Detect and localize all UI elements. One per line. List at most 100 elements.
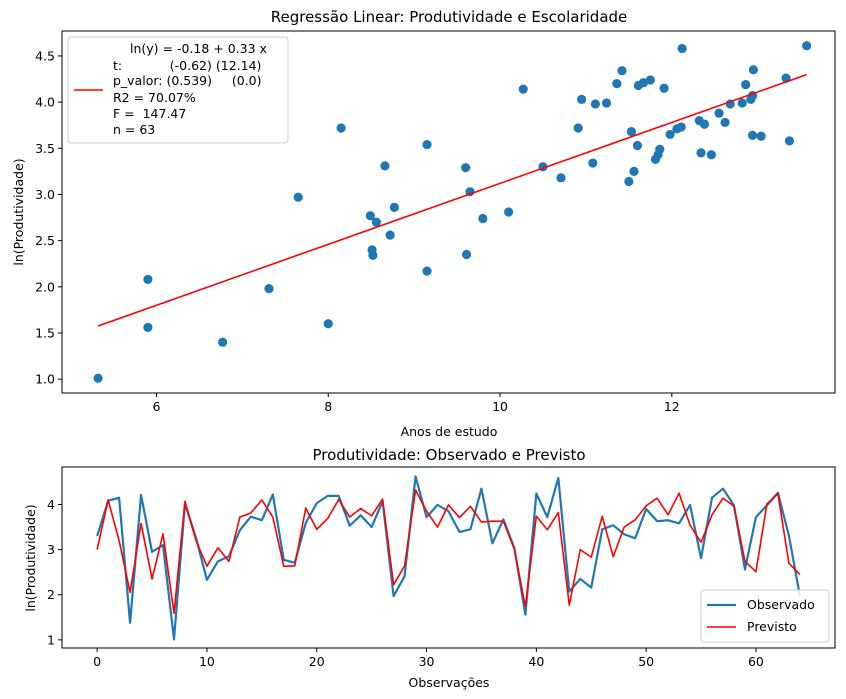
data-point (624, 176, 634, 187)
data-point (518, 84, 528, 94)
data-point (143, 322, 153, 333)
data-point (747, 130, 758, 140)
data-point (659, 83, 669, 93)
data-point (677, 43, 687, 54)
x-tick-label: 60 (748, 654, 764, 669)
y-tick-label: 2 (47, 587, 55, 602)
x-tick-label: 30 (419, 654, 435, 669)
x-ticks: 0 10 20 30 40 50 60 (93, 648, 764, 669)
y-tick-label: 1 (47, 632, 55, 647)
data-point (323, 319, 333, 329)
legend: ln(y) = -0.18 + 0.33 x t: (-0.62) (12.14… (67, 36, 289, 144)
observado-line (96, 475, 801, 641)
data-point (368, 250, 378, 261)
x-tick-label: 50 (638, 654, 654, 669)
data-point (293, 192, 303, 202)
previsto-line (96, 489, 801, 615)
y-tick-label: 1.5 (35, 325, 55, 340)
x-tick-label: 6 (153, 399, 161, 414)
data-point (645, 75, 655, 85)
data-point (665, 129, 675, 140)
data-point (748, 65, 759, 75)
data-point (336, 123, 346, 133)
data-point (389, 202, 399, 212)
data-point (577, 94, 587, 104)
x-tick-label: 0 (93, 654, 101, 669)
x-tick-label: 8 (324, 399, 332, 414)
data-point (756, 131, 766, 141)
data-point (371, 217, 381, 227)
chart-title: Regressão Linear: Produtividade e Escola… (271, 8, 628, 26)
observed-vs-predicted-panel: Produtividade: Observado e Previsto 0 10 2… (23, 446, 836, 690)
data-point (655, 144, 665, 154)
regression-line (97, 73, 807, 327)
y-tick-label: 3.0 (35, 187, 55, 202)
data-point (143, 274, 153, 285)
y-tick-label: 3 (47, 542, 55, 557)
data-point (504, 207, 514, 217)
data-point (632, 140, 643, 151)
data-point (478, 213, 488, 224)
legend-box (700, 589, 830, 643)
data-point (461, 163, 471, 173)
x-axis-label: Observações (409, 675, 490, 690)
y-ticks: 1.0 1.5 2.0 2.5 3.0 3.5 4.0 4.5 (35, 48, 62, 387)
y-tick-label: 4.0 (35, 95, 55, 110)
legend-line: n = 63 (113, 122, 155, 137)
y-tick-label: 4 (47, 497, 55, 512)
data-point (422, 139, 432, 150)
x-ticks: 6 8 10 12 (153, 393, 680, 414)
data-point (714, 108, 724, 118)
legend-box (67, 36, 289, 144)
data-point (696, 148, 706, 158)
data-point (461, 249, 472, 260)
x-tick-label: 10 (199, 654, 215, 669)
data-point (365, 211, 375, 221)
y-axis-label: ln(Produtividade) (11, 158, 26, 265)
data-point (556, 173, 566, 183)
data-point (590, 99, 600, 109)
regression-panel: Regressão Linear: Produtividade e Escola… (11, 8, 836, 439)
x-axis-label: Anos de estudo (401, 424, 498, 439)
legend-line: p_valor: (0.539) (0.0) (113, 73, 262, 88)
legend-line: ln(y) = -0.18 + 0.33 x (130, 41, 267, 56)
data-point (588, 158, 598, 168)
x-tick-label: 12 (664, 399, 680, 414)
y-tick-label: 3.5 (35, 141, 55, 156)
legend-label-observado: Observado (747, 597, 815, 612)
data-point (802, 41, 812, 51)
data-point (612, 79, 622, 89)
legend: Observado Previsto (700, 589, 830, 643)
data-point (380, 161, 390, 171)
x-tick-label: 40 (528, 654, 544, 669)
data-point (601, 98, 612, 108)
y-tick-label: 2.5 (35, 233, 55, 248)
y-axis-label: ln(Produtividade) (23, 504, 38, 611)
plot-frame (61, 30, 836, 394)
legend-label-previsto: Previsto (747, 619, 797, 634)
data-point (629, 166, 639, 176)
chart-title: Produtividade: Observado e Previsto (312, 446, 585, 464)
data-point (706, 150, 716, 160)
x-tick-label: 20 (309, 654, 325, 669)
legend-line: R2 = 70.07% (113, 90, 196, 105)
data-point (784, 136, 795, 146)
data-point (699, 119, 710, 129)
data-point (264, 284, 274, 294)
data-point (741, 79, 751, 90)
regression-line-path (97, 73, 807, 327)
data-point (385, 230, 395, 240)
legend-line: t: (-0.62) (12.14) (113, 58, 261, 73)
data-point (218, 337, 228, 347)
data-point (617, 66, 627, 76)
data-point (676, 122, 686, 132)
x-tick-label: 10 (492, 399, 508, 414)
plot-frame (61, 466, 836, 649)
legend-line: F = 147.47 (113, 106, 186, 121)
y-tick-label: 2.0 (35, 279, 55, 294)
data-point (93, 373, 103, 383)
y-tick-label: 4.5 (35, 48, 55, 63)
data-point (422, 266, 432, 276)
y-ticks: 1 2 3 4 (47, 497, 62, 647)
